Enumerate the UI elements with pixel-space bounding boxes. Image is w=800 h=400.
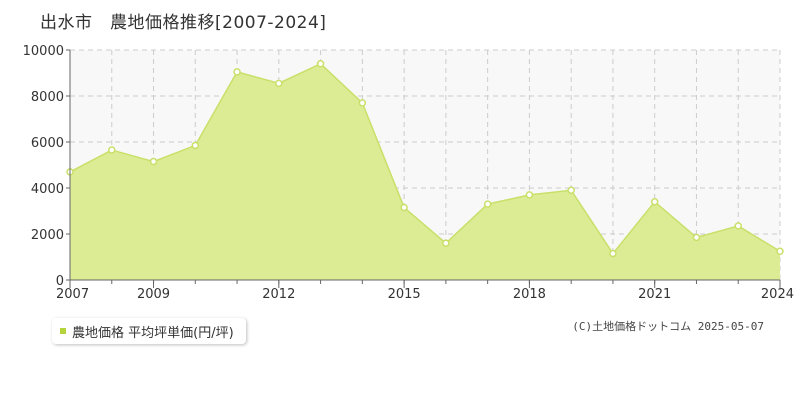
x-tick-label: 2024 [761, 287, 794, 302]
data-point [692, 233, 701, 242]
y-tick-label: 0 [56, 274, 64, 289]
y-tick-label: 10000 [23, 44, 64, 59]
legend-swatch [60, 328, 66, 334]
legend-label: 農地価格 平均坪単価(円/坪) [72, 325, 234, 341]
data-point [609, 249, 617, 258]
x-tick-label: 2018 [513, 287, 546, 302]
x-tick-label: 2015 [388, 287, 421, 302]
data-point [191, 141, 200, 150]
series-area [70, 63, 780, 280]
legend: 農地価格 平均坪単価(円/坪) [52, 318, 246, 344]
x-tick-label: 2009 [137, 287, 170, 302]
data-point [734, 222, 742, 230]
y-tick-label: 2000 [31, 228, 64, 243]
data-point [233, 68, 241, 76]
x-tick-label: 2007 [56, 287, 89, 302]
area-chart: 0 2000 4000 6000 8000 10000 2007 2009 2012 2015 20… [23, 44, 794, 302]
data-point [358, 99, 367, 107]
data-point [108, 146, 116, 154]
data-point [525, 191, 534, 199]
copyright-text: (C)土地価格ドットコム 2025-05-07 [572, 320, 764, 333]
data-point [400, 203, 408, 212]
series-line [69, 62, 781, 255]
y-tick-label: 8000 [31, 90, 64, 105]
data-point [316, 60, 325, 68]
data-point [442, 239, 450, 247]
data-point [567, 186, 575, 195]
x-tick-label: 2021 [638, 287, 671, 302]
data-point [275, 79, 283, 88]
data-point [149, 157, 158, 166]
y-tick-label: 6000 [31, 136, 64, 151]
chart-title: 出水市 農地価格推移[2007-2024] [40, 13, 327, 33]
data-point [650, 198, 659, 206]
data-point [483, 200, 492, 208]
x-tick-label: 2012 [262, 287, 295, 302]
data-point [776, 247, 784, 255]
y-tick-label: 4000 [31, 182, 64, 197]
